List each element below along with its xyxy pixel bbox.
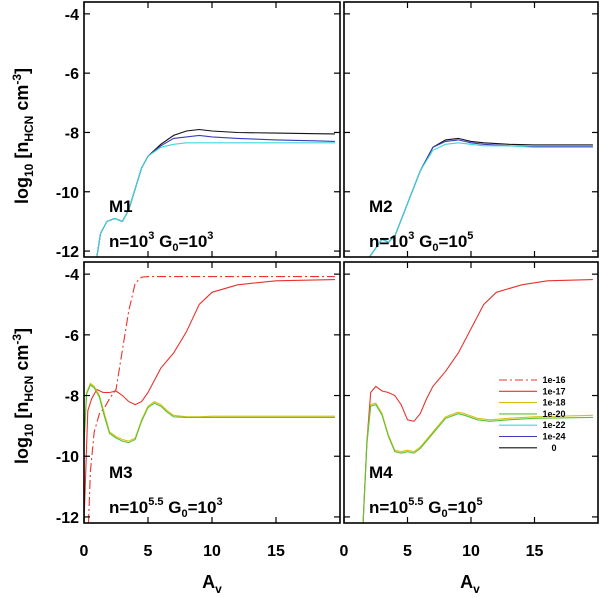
ylabel-bottom: log10 [nHCN cm-3] [10,328,36,464]
panel-params-M1: n=103 G0=103 [109,230,213,254]
panel-params-M3: n=105.5 G0=103 [109,496,223,520]
ytick-label: -8 [65,389,79,406]
legend-label: 1e-17 [542,386,565,396]
panel-frame-M3 [83,261,341,524]
panel-frame-M1 [83,1,341,258]
xtick-label: 5 [144,543,153,560]
panel-name-M2: M2 [369,197,393,216]
panel-name-M3: M3 [109,463,133,482]
series-M4-1e-20 [362,403,593,523]
ytick-label: -10 [56,449,79,466]
ytick-label: -12 [56,510,79,527]
panel-params-M4: n=105.5 G0=105 [369,496,483,520]
panel-M3: -4 -6 -8 -10 -120 5 10 15 M3 n=105.5 G0=103 [56,261,341,560]
series-M3-1e-17 [84,279,335,523]
series-M2-1e-22 [368,142,593,257]
legend-label: 1e-16 [542,375,565,385]
ytick-label: -12 [56,244,79,261]
xtick-label: 0 [340,543,349,560]
legend-label: 1e-20 [542,409,565,419]
ytick-label: -4 [65,7,79,24]
xtick-label: 10 [462,543,480,560]
xlabel-left: Av [202,572,222,596]
series-M4-1e-18 [362,402,593,523]
ytick-label: -6 [65,66,79,83]
series-M3-1e-20 [84,384,335,445]
legend-label: 1e-22 [542,420,565,430]
legend-label: 1e-24 [542,432,565,442]
panel-M2: M2 n=103 G0=105 [343,1,599,258]
panel-frame-M2 [343,1,599,258]
ylabel-top: log10 [nHCN cm-3] [10,68,36,204]
panel-name-M4: M4 [369,463,393,482]
xlabel-right: Av [460,572,480,596]
xtick-label: 15 [267,543,285,560]
panel-name-M1: M1 [109,197,133,216]
xtick-label: 15 [526,543,544,560]
xtick-label: 0 [80,543,89,560]
ytick-label: -4 [65,267,79,284]
xtick-label: 5 [403,543,412,560]
panel-params-M2: n=103 G0=105 [369,230,473,254]
legend-label: 1e-18 [542,398,565,408]
series-M3-1e-16 [87,276,335,523]
ytick-label: -10 [56,185,79,202]
series-M3-1e-18 [84,382,335,442]
ytick-label: -8 [65,125,79,142]
series-M4-1e-17 [362,279,593,523]
series-M1-1e-22 [96,142,335,257]
xtick-label: 10 [203,543,221,560]
panel-M1: -4 -6 -8 -10 -12 M1 n=103 G0=103 [56,1,341,261]
panel-M4: 0 5 10 15 M4 n=105.5 G0=105 [340,261,599,560]
ytick-label: -6 [65,328,79,345]
legend-label: 0 [551,443,556,453]
